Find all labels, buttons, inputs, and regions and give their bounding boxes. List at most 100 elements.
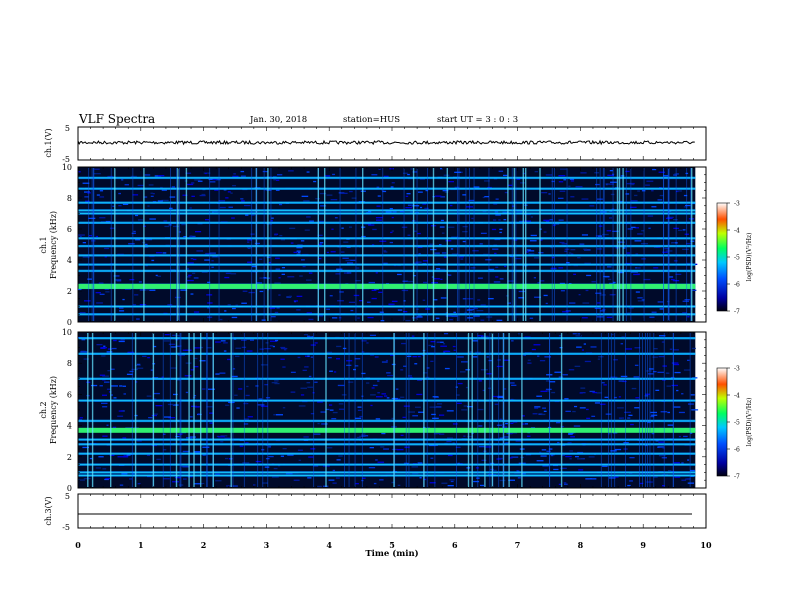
noise-speck bbox=[492, 395, 500, 398]
noise-speck bbox=[144, 243, 148, 246]
sferic-line bbox=[200, 333, 202, 487]
noise-speck bbox=[567, 442, 572, 444]
noise-speck bbox=[635, 291, 640, 293]
noise-speck bbox=[149, 218, 156, 220]
noise-speck bbox=[128, 243, 135, 245]
sferic-line bbox=[508, 333, 510, 487]
ch2-spectrogram-xticks bbox=[77, 332, 707, 488]
sferic-line bbox=[522, 168, 524, 321]
noise-speck bbox=[129, 279, 135, 281]
noise-speck bbox=[592, 391, 597, 394]
noise-speck bbox=[297, 244, 303, 246]
noise-speck bbox=[113, 397, 117, 399]
noise-speck bbox=[480, 484, 485, 487]
noise-speck bbox=[484, 196, 489, 198]
sferic-line bbox=[673, 333, 674, 487]
noise-speck bbox=[516, 211, 522, 213]
noise-speck bbox=[348, 301, 355, 303]
noise-speck bbox=[658, 455, 666, 457]
noise-speck bbox=[119, 307, 124, 309]
noise-speck bbox=[121, 473, 128, 475]
noise-speck bbox=[491, 228, 497, 231]
sferic-line bbox=[162, 333, 164, 487]
noise-speck bbox=[663, 175, 669, 177]
noise-speck bbox=[281, 273, 285, 275]
time-axis-ticklabel: 0 bbox=[75, 540, 81, 550]
noise-speck bbox=[480, 319, 485, 321]
noise-speck bbox=[682, 312, 687, 314]
noise-speck bbox=[371, 297, 377, 300]
noise-speck bbox=[576, 346, 582, 348]
noise-speck bbox=[510, 422, 514, 424]
noise-speck bbox=[634, 227, 639, 229]
noise-speck bbox=[153, 345, 157, 348]
noise-speck bbox=[439, 433, 445, 435]
noise-speck bbox=[271, 382, 278, 384]
noise-speck bbox=[313, 465, 319, 467]
noise-speck bbox=[125, 427, 131, 429]
sferic-line bbox=[456, 333, 457, 487]
noise-speck bbox=[633, 376, 639, 378]
noise-speck bbox=[559, 241, 565, 244]
noise-speck bbox=[560, 168, 567, 170]
noise-speck bbox=[541, 413, 546, 416]
emission-band-core bbox=[78, 264, 696, 266]
noise-speck bbox=[109, 227, 116, 229]
noise-speck bbox=[637, 233, 643, 235]
noise-speck bbox=[190, 258, 194, 260]
noise-speck bbox=[182, 194, 188, 196]
noise-speck bbox=[346, 272, 352, 274]
noise-speck bbox=[626, 183, 634, 185]
sferic-line bbox=[403, 168, 405, 321]
noise-speck bbox=[148, 184, 154, 186]
noise-speck bbox=[349, 226, 352, 228]
noise-speck bbox=[481, 459, 487, 461]
noise-speck bbox=[452, 345, 456, 348]
noise-speck bbox=[215, 179, 221, 181]
noise-speck bbox=[281, 347, 288, 350]
noise-speck bbox=[207, 307, 210, 309]
noise-speck bbox=[375, 418, 381, 420]
noise-speck bbox=[554, 371, 562, 373]
sferic-line bbox=[427, 168, 428, 321]
noise-speck bbox=[119, 385, 123, 387]
noise-speck bbox=[127, 351, 134, 353]
noise-speck bbox=[403, 311, 408, 313]
noise-speck bbox=[274, 311, 279, 314]
noise-speck bbox=[563, 179, 566, 181]
noise-speck bbox=[597, 358, 600, 360]
ch2-colorbar-label: log(PSD)(V²/Hz) bbox=[746, 398, 753, 447]
noise-speck bbox=[192, 272, 196, 274]
noise-speck bbox=[611, 333, 614, 336]
noise-speck bbox=[138, 219, 144, 221]
noise-speck bbox=[488, 298, 494, 300]
noise-speck bbox=[214, 189, 219, 191]
noise-speck bbox=[228, 458, 232, 460]
noise-speck bbox=[161, 376, 164, 378]
noise-speck bbox=[404, 446, 410, 448]
noise-speck bbox=[626, 252, 630, 254]
emission-band-core bbox=[78, 464, 696, 466]
noise-speck bbox=[357, 406, 362, 408]
noise-speck bbox=[627, 484, 631, 487]
noise-speck bbox=[670, 278, 675, 281]
noise-speck bbox=[678, 435, 681, 438]
noise-speck bbox=[450, 480, 454, 483]
ch1-colorbar-ticks: -3 -4 -5 -6 -7 bbox=[727, 201, 740, 316]
noise-speck bbox=[441, 232, 445, 234]
noise-speck bbox=[470, 267, 476, 269]
noise-speck bbox=[225, 457, 228, 460]
noise-speck bbox=[549, 219, 553, 221]
noise-speck bbox=[551, 267, 557, 269]
noise-speck bbox=[80, 351, 88, 353]
noise-speck bbox=[568, 432, 574, 434]
sferic-line bbox=[467, 333, 470, 487]
noise-speck bbox=[264, 384, 268, 386]
noise-speck bbox=[503, 219, 507, 221]
noise-speck bbox=[82, 182, 90, 184]
noise-speck bbox=[573, 425, 581, 427]
noise-speck bbox=[359, 300, 363, 302]
noise-speck bbox=[227, 191, 231, 193]
noise-speck bbox=[646, 180, 654, 182]
noise-speck bbox=[558, 335, 562, 337]
